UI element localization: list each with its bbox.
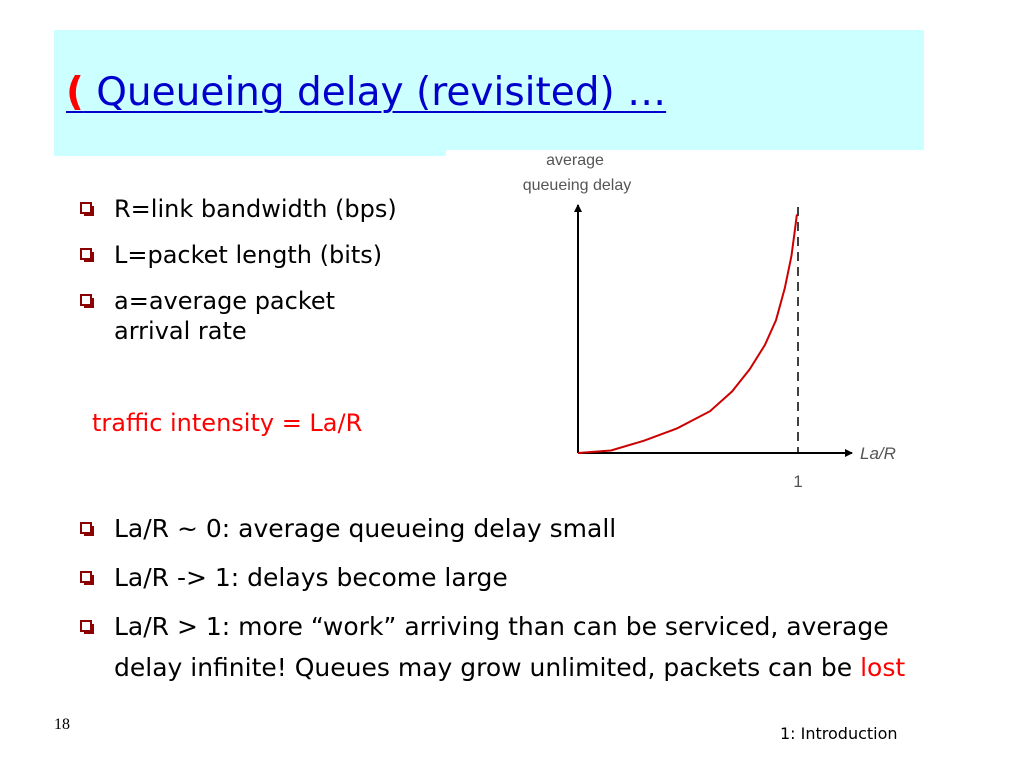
traffic-intensity-formula: traffic intensity = La/R [92,409,363,437]
title-paren: ( [66,70,84,115]
title-background [54,30,924,150]
observation-text: La/R > 1: more “work” arriving than can … [114,612,889,682]
definitions-list: R=link bandwidth (bps) L=packet length (… [78,194,488,362]
observation-item: La/R -> 1: delays become large [78,557,978,598]
x-tick-label: 1 [793,472,802,491]
observations-list: La/R ~ 0: average queueing delay small L… [78,508,978,696]
slide-number: 18 [54,716,70,733]
x-axis-label: La/R [860,444,896,463]
slide-title: ( Queueing delay (revisited) … [66,70,666,115]
footer-section-label: 1: Introduction [780,724,898,743]
bullet-box-icon [80,248,94,262]
definition-item: L=packet length (bits) [78,240,488,270]
delay-curve-series [577,214,798,454]
y-axis-label-line2: queueing delay [523,177,632,194]
observation-item: La/R > 1: more “work” arriving than can … [78,606,944,688]
observation-text: La/R ~ 0: average queueing delay small [114,514,617,543]
observation-item: La/R ~ 0: average queueing delay small [78,508,978,549]
title-background-tab [54,150,446,156]
definition-item: a=average packet arrival rate [78,286,404,346]
y-axis-label-line1: average [546,152,604,169]
definition-text: L=packet length (bits) [114,241,383,269]
bullet-box-icon [80,620,94,634]
definition-text: R=link bandwidth (bps) [114,195,397,223]
bullet-box-icon [80,571,94,585]
queueing-delay-chart: average queueing delay La/R 1 [523,152,896,491]
bullet-box-icon [80,294,94,308]
definition-item: R=link bandwidth (bps) [78,194,488,224]
bullet-box-icon [80,202,94,216]
bullet-box-icon [80,522,94,536]
definition-text: a=average packet arrival rate [114,287,336,345]
lost-emphasis: lost [860,653,906,682]
title-text: Queueing delay (revisited) … [83,70,667,115]
observation-text: La/R -> 1: delays become large [114,563,508,592]
